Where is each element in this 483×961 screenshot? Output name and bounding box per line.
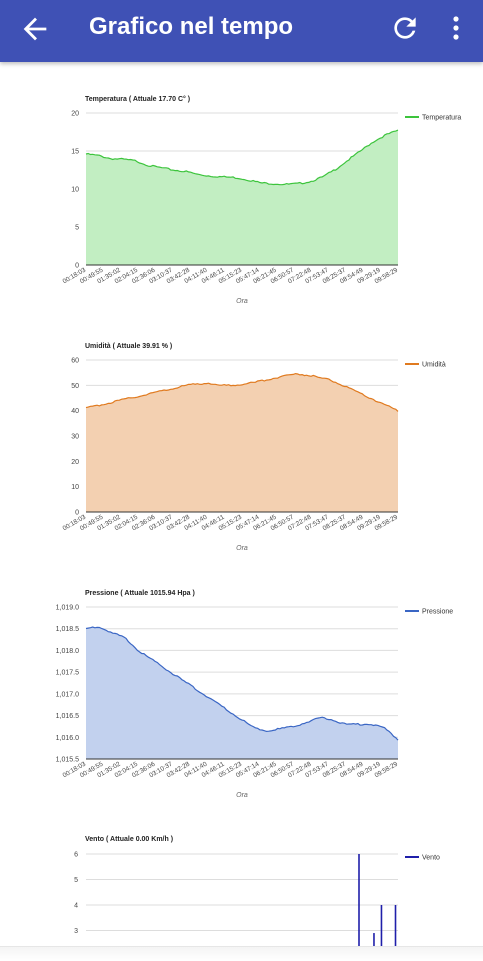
y-tick-label: 15 [71,149,79,156]
x-axis-label: Ora [236,792,248,799]
y-tick-label: 1,016.0 [56,735,79,742]
chart-title: Pressione ( Attuale 1015.94 Hpa ) [85,590,195,597]
y-tick-label: 1,018.0 [56,648,79,655]
legend-label: Pressione [422,609,453,616]
y-tick-label: 20 [71,459,79,466]
arrow-left-icon[interactable] [18,12,52,46]
wind-chart: Vento ( Attuale 0.00 Km/h ) 3 4 5 6 Vento [0,826,483,948]
series-area [86,627,398,759]
y-tick-label: 10 [71,187,79,194]
y-tick-label: 40 [71,408,79,415]
x-axis-label: Ora [236,545,248,552]
y-tick-label: 60 [71,358,79,365]
refresh-icon[interactable] [389,12,421,44]
y-tick-label: 1,017.0 [56,691,79,698]
y-tick-label: 4 [74,903,78,910]
series-area [86,373,398,512]
temperature-chart: Temperatura ( Attuale 17.70 C° ) 0 5 10 15 20… [0,86,483,316]
x-axis-label: Ora [236,298,248,305]
series-line [85,372,399,412]
legend-label: Vento [422,855,440,862]
y-tick-label: 1,019.0 [56,605,79,612]
app-bar: Grafico nel tempo [0,0,483,62]
y-tick-label: 0 [75,510,79,517]
y-tick-label: 6 [74,852,78,859]
chart-title: Vento ( Attuale 0.00 Km/h ) [85,836,173,843]
chart-title: Umidità ( Attuale 39.91 % ) [85,343,172,350]
y-tick-label: 5 [75,225,79,232]
humidity-chart: Umidità ( Attuale 39.91 % ) 0 10 20 30 40 50 60… [0,333,483,563]
y-tick-label: 0 [75,263,79,270]
legend-label: Temperatura [422,115,461,122]
y-tick-label: 1,015.5 [56,757,79,764]
legend-label: Umidità [422,362,446,369]
more-vert-icon[interactable] [444,12,468,44]
y-tick-label: 30 [71,434,79,441]
y-tick-label: 1,017.5 [56,670,79,677]
y-tick-label: 10 [71,484,79,491]
y-tick-label: 1,016.5 [56,713,79,720]
bottom-edge [0,946,483,961]
y-tick-label: 20 [71,111,79,118]
series-line [85,626,399,741]
page-title: Grafico nel tempo [89,13,294,40]
y-tick-label: 3 [74,928,78,935]
pressure-chart: Pressione ( Attuale 1015.94 Hpa ) 1,015.5… [0,580,483,810]
y-tick-label: 1,018.5 [56,626,79,633]
y-tick-label: 50 [71,383,79,390]
chart-title: Temperatura ( Attuale 17.70 C° ) [85,95,190,103]
series-area [86,130,398,265]
series-line [85,129,399,186]
y-tick-label: 5 [74,877,78,884]
